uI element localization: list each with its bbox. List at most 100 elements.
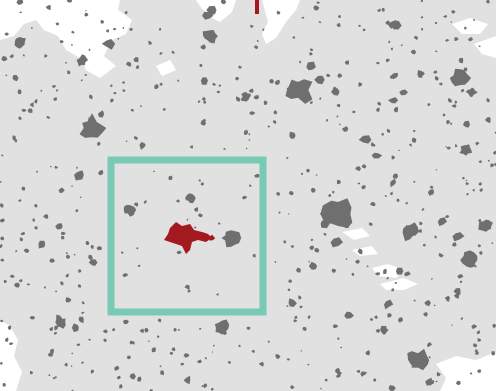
settlement [235,76,240,81]
settlement [276,10,281,15]
settlement [169,351,173,356]
settlement [34,226,38,230]
settlement [332,324,339,329]
settlement [437,217,447,227]
settlement [193,207,199,212]
settlement [476,330,481,335]
settlement [384,194,387,198]
settlement [300,350,303,352]
settlement [362,28,366,32]
settlement [49,258,56,263]
settlement [356,369,361,373]
settlement [211,351,214,353]
town [478,219,493,232]
settlement [434,76,439,81]
town [459,145,473,156]
settlement [309,101,313,105]
settlement [51,84,56,88]
settlement [290,385,295,389]
settlement [139,105,143,107]
settlement [70,365,73,367]
settlement [105,29,109,33]
settlement [339,123,341,126]
settlement [143,200,147,204]
settlement [122,89,126,92]
settlement [9,342,14,345]
settlement [313,5,320,11]
settlement [4,337,9,342]
settlement [388,59,390,61]
settlement [318,21,322,24]
settlement [465,179,468,182]
settlement [84,74,87,76]
settlement [336,179,341,185]
settlement [227,360,231,364]
water-body [372,264,404,278]
settlement [125,140,128,143]
town [380,325,389,335]
settlement [159,52,163,56]
settlement [299,60,301,64]
settlement [400,44,403,47]
settlement [71,323,79,333]
settlement [80,361,84,364]
settlement [326,119,329,122]
settlement [236,96,241,102]
settlement [129,373,136,380]
settlement [433,70,438,74]
settlement [413,35,418,41]
settlement [136,247,139,250]
settlement [124,10,128,15]
settlement [477,369,482,373]
settlement [326,73,331,78]
settlement [386,128,391,133]
settlement [332,190,335,194]
settlement [183,375,191,385]
settlement [157,335,160,339]
settlement [252,253,256,258]
settlement [351,272,355,276]
settlement [89,94,93,100]
settlement [462,176,465,180]
settlement [336,103,341,108]
settlement [410,49,417,55]
settlement [370,141,376,147]
settlement [139,142,146,150]
settlement [64,362,68,367]
settlement [55,223,63,230]
settlement [344,60,350,65]
settlement [21,186,26,191]
settlement [66,0,73,3]
settlement [122,26,125,29]
settlement [60,281,64,286]
settlement [43,214,49,219]
settlement [334,368,341,374]
settlement [451,10,456,14]
settlement [112,27,117,31]
settlement [390,72,399,80]
settlement [385,20,391,25]
settlement [0,319,4,323]
settlement [475,351,479,355]
water-body [452,18,488,34]
settlement [308,260,310,263]
settlement [487,159,490,162]
settlement [453,288,461,296]
focus-area-frame[interactable] [107,156,267,316]
settlement [21,108,27,112]
settlement [90,369,95,374]
settlement [307,315,311,319]
settlement [288,190,294,196]
settlement [97,169,104,176]
settlement [273,110,278,115]
settlement [306,168,310,173]
settlement [344,311,354,319]
settlement [455,144,458,148]
settlement [394,281,398,284]
settlement [427,342,432,348]
settlement [137,264,141,268]
town [76,54,89,67]
town [55,314,66,329]
